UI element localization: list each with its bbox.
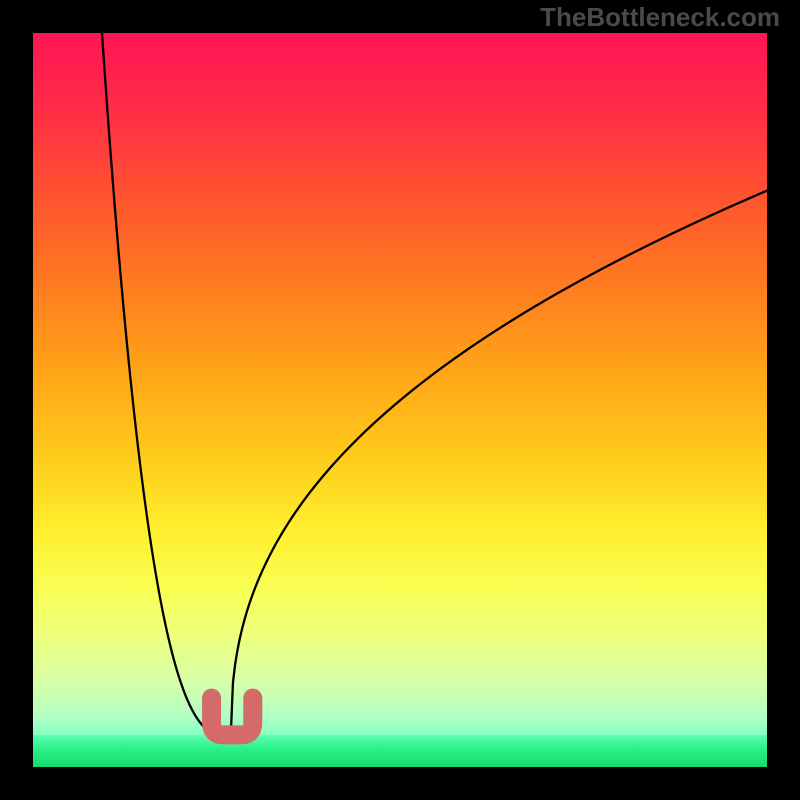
- chart-frame: TheBottleneck.com: [0, 0, 800, 800]
- plot-border: [32, 32, 768, 768]
- watermark-text: TheBottleneck.com: [540, 2, 780, 33]
